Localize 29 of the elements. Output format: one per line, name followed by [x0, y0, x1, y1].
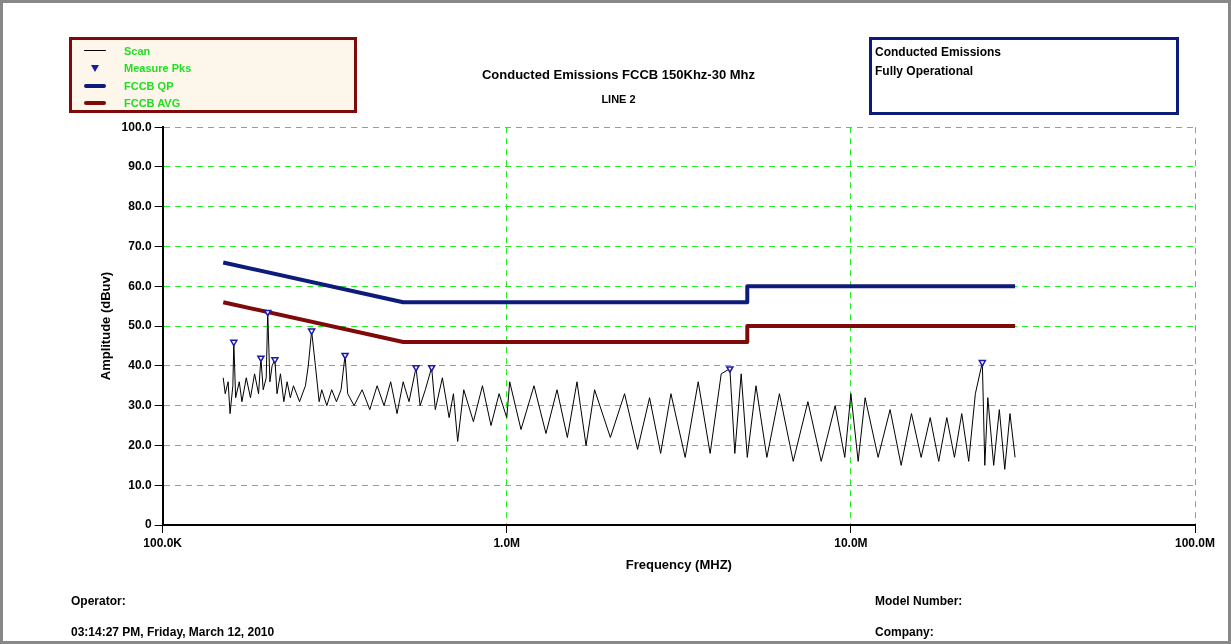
x-tick-label: 100.0M: [1174, 535, 1216, 550]
text: 03:14:27 PM, Friday, March 12, 2010: [71, 625, 275, 639]
legend-label: Measure Pks: [124, 62, 192, 75]
y-tick-label: 80.0: [128, 199, 152, 214]
x-tick-label: 10.0M: [834, 535, 868, 550]
x-axis-title: Frequency (MHZ): [625, 556, 732, 572]
text: Conducted Emissions: [875, 45, 1002, 59]
y-tick-label: 50.0: [128, 318, 152, 333]
text: Fully Operational: [875, 64, 974, 78]
y-tick-label: 0: [144, 517, 152, 532]
y-tick-label: 10.0: [128, 477, 152, 492]
text: Model Number:: [875, 594, 963, 608]
y-tick-label: 90.0: [128, 159, 152, 174]
legend-label: FCCB AVG: [124, 97, 181, 110]
y-tick-label: 70.0: [128, 238, 152, 253]
chart-title: Conducted Emissions FCCB 150Khz-30 Mhz: [481, 67, 756, 82]
chart-subtitle: LINE 2: [601, 93, 636, 105]
y-tick-label: 100.0: [121, 119, 152, 134]
y-tick-label: 40.0: [128, 358, 152, 373]
text: Operator:: [71, 594, 126, 608]
y-tick-label: 20.0: [128, 437, 152, 452]
y-tick-label: 60.0: [128, 278, 152, 293]
text: Company:: [875, 625, 934, 639]
legend-label: Scan: [124, 44, 151, 57]
y-axis-title: Amplitude (dBuv): [98, 271, 114, 381]
x-tick-label: 1.0M: [493, 535, 521, 550]
y-tick-label: 30.0: [128, 397, 152, 412]
legend-label: FCCB QP: [124, 79, 174, 92]
x-tick-label: 100.0K: [143, 535, 183, 550]
